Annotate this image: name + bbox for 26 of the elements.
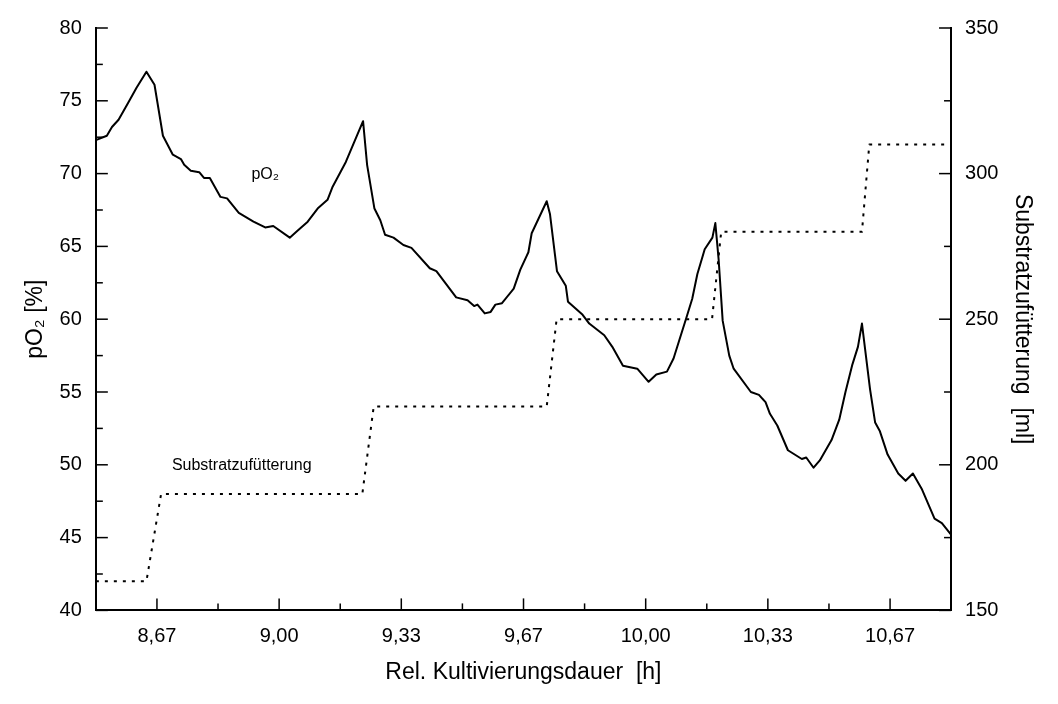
x-tick-label: 9,00 [259,623,299,646]
y2-tick-label: 350 [965,15,999,38]
x-axis-title: Rel. Kultivierungsdauer [h] [385,657,662,684]
x-tick-label: 9,67 [504,623,543,646]
y-tick-label: 40 [59,597,82,620]
x-tick-label: 10,00 [620,623,671,646]
y-tick-label: 65 [59,233,82,256]
x-tick-label: 10,67 [865,623,916,646]
x-tick-label: 10,33 [742,623,793,646]
y-axis-title: pO₂ [%] [21,279,48,359]
y-tick-label: 50 [59,452,82,475]
y-tick-label: 55 [59,379,82,402]
series-label: Substratzufütterung [171,456,312,474]
x-tick-label: 9,33 [381,623,421,646]
y2-tick-label: 150 [965,597,999,620]
x-tick-label: 8,67 [137,623,177,646]
y-tick-label: 45 [59,525,82,548]
y2-tick-label: 300 [965,161,999,184]
y2-tick-label: 250 [965,306,999,329]
y-tick-label: 60 [59,306,82,329]
y-tick-label: 75 [59,88,82,111]
y-tick-label: 80 [59,15,82,38]
y-tick-label: 70 [59,161,82,184]
y2-tick-label: 200 [965,452,999,475]
y2-axis-title: Substratzufütterung [ml] [1010,193,1037,445]
series-label: pO₂ [251,164,279,182]
